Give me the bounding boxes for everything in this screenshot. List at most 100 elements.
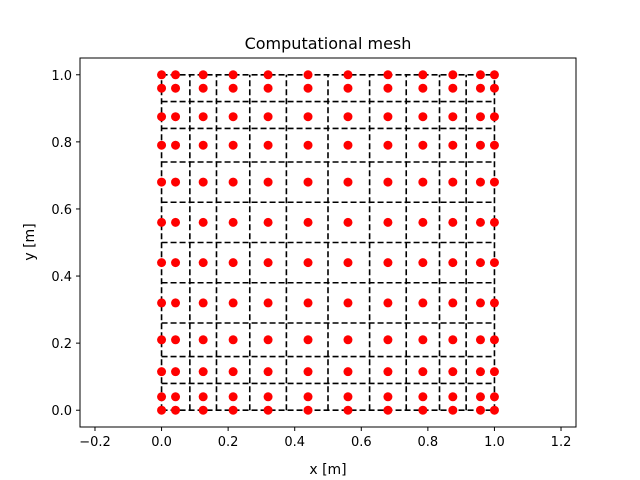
mesh-node-11-6 — [343, 70, 353, 80]
mesh-node-9-0 — [157, 112, 167, 122]
mesh-node-0-5 — [303, 405, 313, 415]
mesh-node-8-1 — [171, 140, 181, 150]
mesh-node-7-9 — [448, 177, 458, 187]
mesh-node-6-4 — [263, 217, 273, 227]
mesh-node-9-5 — [303, 112, 313, 122]
mesh-node-0-8 — [418, 405, 428, 415]
mesh-node-1-9 — [448, 392, 458, 402]
mesh-node-9-3 — [228, 112, 238, 122]
mesh-node-10-4 — [263, 83, 273, 93]
mesh-node-4-11 — [489, 298, 499, 308]
mesh-node-5-10 — [475, 258, 485, 268]
mesh-node-7-7 — [383, 177, 393, 187]
x-tick-label-4: 0.6 — [351, 435, 372, 450]
mesh-node-7-10 — [475, 177, 485, 187]
mesh-nodes — [157, 70, 499, 415]
mesh-node-1-6 — [343, 392, 353, 402]
y-axis: 0.0 0.2 0.4 0.6 0.8 1.0 — [51, 69, 80, 419]
y-tick-label-5: 1.0 — [51, 69, 72, 84]
mesh-node-1-10 — [475, 392, 485, 402]
mesh-node-3-4 — [263, 335, 273, 345]
mesh-node-4-9 — [448, 298, 458, 308]
mesh-node-11-1 — [171, 70, 181, 80]
mesh-node-3-9 — [448, 335, 458, 345]
x-tick-label-6: 1.0 — [484, 435, 505, 450]
mesh-node-0-10 — [475, 405, 485, 415]
mesh-node-6-7 — [383, 217, 393, 227]
mesh-node-5-4 — [263, 258, 273, 268]
mesh-node-3-3 — [228, 335, 238, 345]
mesh-node-2-6 — [343, 367, 353, 377]
mesh-node-11-8 — [418, 70, 428, 80]
mesh-node-9-4 — [263, 112, 273, 122]
mesh-node-5-8 — [418, 258, 428, 268]
mesh-node-2-9 — [448, 367, 458, 377]
mesh-node-10-6 — [343, 83, 353, 93]
mesh-node-11-10 — [475, 70, 485, 80]
mesh-node-10-5 — [303, 83, 313, 93]
mesh-node-4-5 — [303, 298, 313, 308]
mesh-node-0-4 — [263, 405, 273, 415]
mesh-node-7-0 — [157, 177, 167, 187]
mesh-node-0-9 — [448, 405, 458, 415]
mesh-node-5-1 — [171, 258, 181, 268]
mesh-node-11-4 — [263, 70, 273, 80]
x-tick-label-3: 0.4 — [284, 435, 305, 450]
mesh-node-2-0 — [157, 367, 167, 377]
mesh-node-10-3 — [228, 83, 238, 93]
mesh-node-9-11 — [489, 112, 499, 122]
mesh-node-8-5 — [303, 140, 313, 150]
mesh-node-6-2 — [198, 217, 208, 227]
mesh-node-11-3 — [228, 70, 238, 80]
mesh-node-10-2 — [198, 83, 208, 93]
mesh-node-9-9 — [448, 112, 458, 122]
mesh-node-4-0 — [157, 298, 167, 308]
mesh-node-8-10 — [475, 140, 485, 150]
mesh-node-4-3 — [228, 298, 238, 308]
mesh-node-9-2 — [198, 112, 208, 122]
mesh-node-8-7 — [383, 140, 393, 150]
mesh-lines — [160, 73, 496, 412]
plot-frame — [79, 57, 577, 428]
mesh-node-6-9 — [448, 217, 458, 227]
mesh-node-7-6 — [343, 177, 353, 187]
mesh-node-7-4 — [263, 177, 273, 187]
mesh-node-0-2 — [198, 405, 208, 415]
mesh-node-11-2 — [198, 70, 208, 80]
mesh-node-6-0 — [157, 217, 167, 227]
mesh-node-3-11 — [489, 335, 499, 345]
mesh-node-8-11 — [489, 140, 499, 150]
mesh-node-3-7 — [383, 335, 393, 345]
mesh-node-1-5 — [303, 392, 313, 402]
y-tick-label-1: 0.2 — [51, 337, 72, 352]
mesh-node-9-8 — [418, 112, 428, 122]
mesh-node-11-0 — [157, 70, 167, 80]
mesh-node-11-11 — [489, 70, 499, 80]
mesh-node-4-1 — [171, 298, 181, 308]
mesh-node-6-11 — [489, 217, 499, 227]
x-axis-label: x [m] — [309, 462, 346, 478]
mesh-node-3-10 — [475, 335, 485, 345]
mesh-node-9-10 — [475, 112, 485, 122]
mesh-node-7-8 — [418, 177, 428, 187]
y-axis-label: y [m] — [22, 223, 38, 260]
mesh-node-3-5 — [303, 335, 313, 345]
mesh-node-4-4 — [263, 298, 273, 308]
mesh-node-7-2 — [198, 177, 208, 187]
mesh-node-3-1 — [171, 335, 181, 345]
mesh-node-4-6 — [343, 298, 353, 308]
mesh-node-3-8 — [418, 335, 428, 345]
x-axis: −0.2 0.0 0.2 0.4 0.6 0.8 1.0 1.2 — [79, 427, 571, 450]
mesh-node-6-10 — [475, 217, 485, 227]
x-tick-label-0: −0.2 — [79, 435, 111, 450]
mesh-node-8-6 — [343, 140, 353, 150]
x-tick-label-5: 0.8 — [418, 435, 439, 450]
mesh-node-5-2 — [198, 258, 208, 268]
mesh-node-1-1 — [171, 392, 181, 402]
mesh-node-5-0 — [157, 258, 167, 268]
mesh-node-10-0 — [157, 83, 167, 93]
mesh-node-6-6 — [343, 217, 353, 227]
mesh-node-5-11 — [489, 258, 499, 268]
mesh-node-1-7 — [383, 392, 393, 402]
mesh-node-2-11 — [489, 367, 499, 377]
